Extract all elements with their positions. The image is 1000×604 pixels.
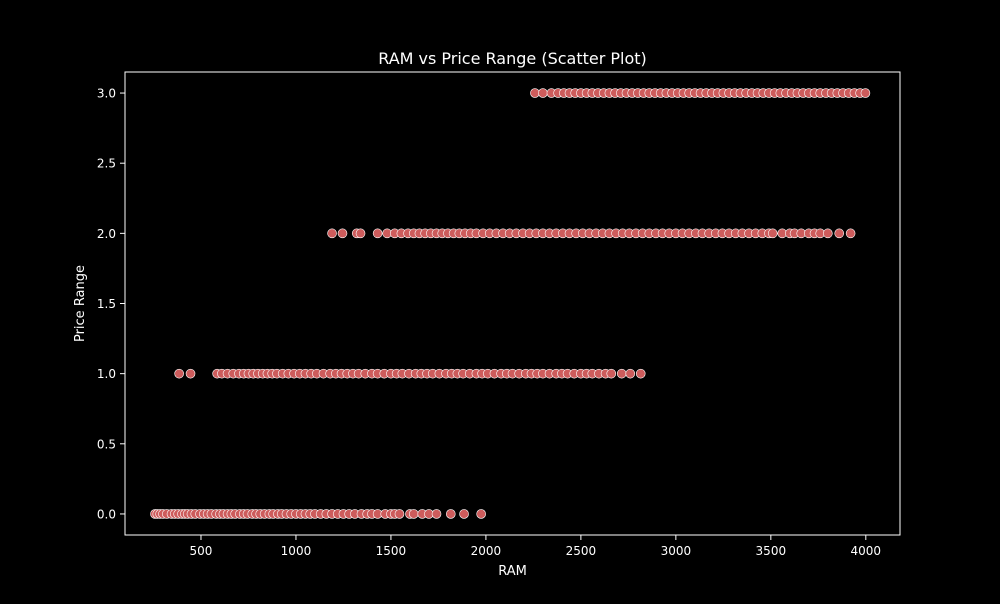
scatter-point (459, 509, 469, 519)
y-tick-label: 1.0 (97, 367, 116, 381)
scatter-point (327, 228, 337, 239)
scatter-point (408, 509, 419, 519)
scatter-point (616, 368, 627, 379)
x-tick-label: 1000 (281, 544, 312, 558)
scatter-point (431, 509, 442, 519)
y-tick-label: 1.5 (97, 297, 116, 311)
scatter-point (337, 228, 348, 239)
data-points (150, 88, 871, 519)
chart-title: RAM vs Price Range (Scatter Plot) (378, 49, 647, 68)
scatter-point (372, 228, 383, 239)
scatter-point (355, 228, 366, 239)
y-tick-label: 0.5 (97, 437, 116, 451)
scatter-point (476, 509, 486, 519)
y-axis-label: Price Range (73, 265, 88, 342)
x-tick-label: 3000 (661, 544, 692, 558)
scatter-point (860, 88, 871, 98)
scatter-point (625, 368, 636, 379)
scatter-point (530, 88, 540, 98)
scatter-point (823, 228, 833, 239)
y-tick-label: 2.0 (97, 227, 116, 241)
scatter-point (445, 509, 456, 519)
y-tick-label: 0.0 (97, 507, 116, 521)
scatter-point (845, 228, 856, 239)
x-tick-label: 2500 (566, 544, 597, 558)
x-tick-label: 4000 (851, 544, 882, 558)
x-tick-label: 2000 (471, 544, 502, 558)
x-tick-label: 3500 (756, 544, 787, 558)
scatter-point (767, 228, 778, 239)
x-tick-label: 1500 (376, 544, 407, 558)
x-axis-ticks: 500 1000 1500 2000 2500 3000 3500 4000 (190, 535, 882, 558)
scatter-point (538, 88, 548, 98)
scatter-point (606, 368, 617, 379)
scatter-point (834, 228, 845, 239)
x-axis-label: RAM (498, 564, 527, 579)
y-tick-label: 3.0 (97, 87, 116, 101)
y-tick-label: 2.5 (97, 157, 116, 171)
x-tick-label: 500 (190, 544, 213, 558)
scatter-point (174, 368, 184, 379)
scatter-point (185, 368, 196, 379)
y-axis-ticks: 0.0 0.5 1.0 1.5 2.0 2.5 3.0 (97, 87, 125, 521)
scatter-point (635, 368, 646, 379)
scatter-point (394, 509, 405, 519)
